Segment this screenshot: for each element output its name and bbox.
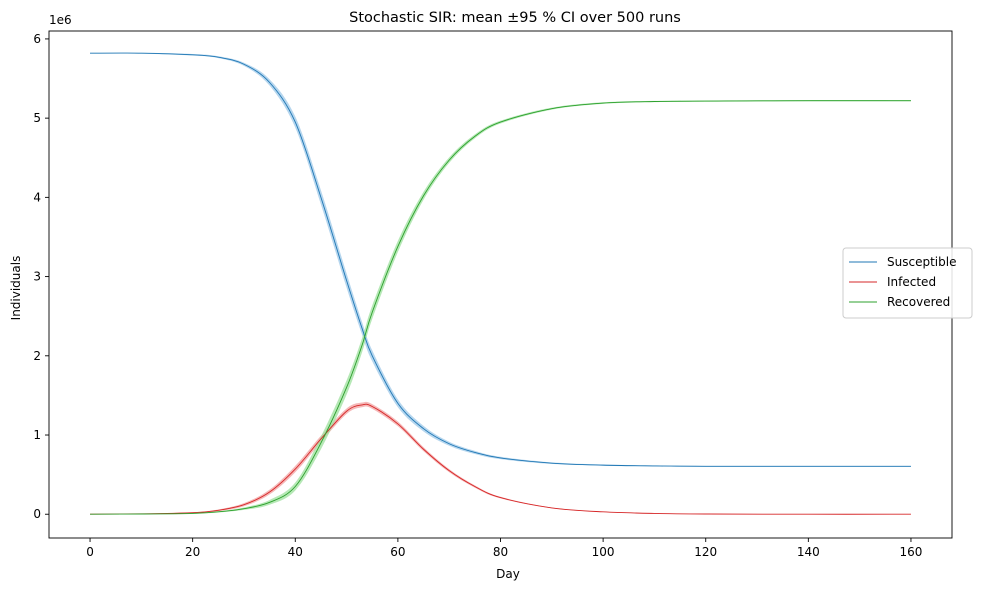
legend-box: [842, 247, 973, 319]
y-tick-label: 6: [33, 32, 41, 46]
infected-mean-line: [90, 403, 911, 515]
y-tick-label: 3: [33, 270, 41, 284]
y-tick-label: 4: [33, 190, 41, 204]
x-tick-label: 160: [900, 545, 923, 559]
recovered-mean-line: [90, 100, 911, 515]
y-axis-label: Individuals: [9, 256, 23, 321]
x-tick-label: 20: [185, 545, 200, 559]
legend-label-infected: Infected: [887, 275, 936, 289]
y-tick-label: 2: [33, 349, 41, 363]
y-tick-label: 5: [33, 111, 41, 125]
y-axis-offset-label: 1e6: [49, 13, 72, 27]
x-tick-label: 100: [592, 545, 615, 559]
chart-title: Stochastic SIR: mean ±95 % CI over 500 r…: [349, 10, 681, 26]
susceptible-mean-line: [90, 52, 911, 467]
x-tick-label: 40: [288, 545, 303, 559]
legend-label-recovered: Recovered: [887, 295, 950, 309]
x-tick-label: 60: [390, 545, 405, 559]
legend-label-susceptible: Susceptible: [887, 255, 956, 269]
y-tick-label: 1: [33, 428, 41, 442]
y-tick-label: 0: [33, 507, 41, 521]
x-tick-label: 0: [86, 545, 94, 559]
x-tick-label: 140: [797, 545, 820, 559]
plot-area: [90, 52, 911, 515]
x-axis-label: Day: [496, 567, 520, 581]
x-tick-label: 80: [493, 545, 508, 559]
axes: 0 20 40 60 80 100 120 140 160 0 1 2 3 4 5 6: [33, 30, 953, 559]
legend: Susceptible Infected Recovered: [842, 247, 973, 319]
x-tick-label: 120: [694, 545, 717, 559]
